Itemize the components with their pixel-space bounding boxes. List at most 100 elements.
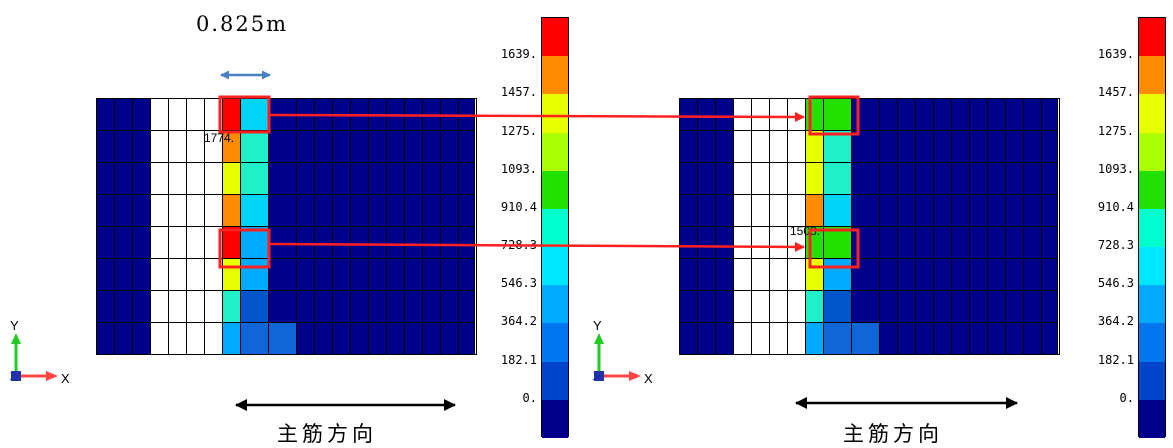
mesh-element xyxy=(369,323,387,355)
mesh-element xyxy=(97,99,115,131)
mesh-element xyxy=(752,163,770,195)
mesh-element xyxy=(698,195,716,227)
mesh-element xyxy=(934,163,952,195)
mesh-element xyxy=(1042,259,1058,291)
mesh-element xyxy=(680,323,698,355)
mesh-element xyxy=(934,131,952,163)
mesh-element xyxy=(734,227,752,259)
mesh-element xyxy=(806,131,824,163)
legend-color-band xyxy=(1139,170,1165,210)
mesh-element xyxy=(315,99,333,131)
mesh-element xyxy=(934,323,952,355)
mesh-element xyxy=(169,227,187,259)
mesh-element xyxy=(734,99,752,131)
mesh-element xyxy=(97,291,115,323)
mesh-element xyxy=(205,131,223,163)
mesh-element xyxy=(952,227,970,259)
mesh-element xyxy=(387,163,405,195)
mesh-element xyxy=(770,291,788,323)
mesh-element xyxy=(133,195,151,227)
mesh-element xyxy=(387,131,405,163)
mesh-element xyxy=(716,259,734,291)
legend-color-band xyxy=(542,132,568,172)
mesh-element xyxy=(698,291,716,323)
mesh-element xyxy=(423,131,441,163)
legend-color-band xyxy=(1139,56,1165,95)
mesh-element xyxy=(770,163,788,195)
legend-color-band xyxy=(542,208,568,248)
mesh-element xyxy=(423,291,441,323)
mesh-element xyxy=(269,195,297,227)
mesh-element xyxy=(187,131,205,163)
mesh-element xyxy=(187,323,205,355)
mesh-element xyxy=(115,227,133,259)
mesh-element xyxy=(698,131,716,163)
mesh-element xyxy=(752,323,770,355)
legend-tick-label: 546.3 xyxy=(500,276,537,291)
mesh-element xyxy=(115,323,133,355)
mesh-element xyxy=(806,259,824,291)
legend-tick-label: 0. xyxy=(522,390,537,405)
mesh-element xyxy=(824,195,852,227)
mesh-element xyxy=(970,227,988,259)
mesh-element xyxy=(387,323,405,355)
legend-tick-label: 910.4 xyxy=(1097,199,1134,214)
mesh-element xyxy=(806,291,824,323)
legend-color-band xyxy=(542,361,568,401)
mesh-element xyxy=(752,195,770,227)
mesh-element xyxy=(916,163,934,195)
mesh-element xyxy=(151,291,169,323)
mesh-element xyxy=(1006,131,1024,163)
axis-triad-left xyxy=(11,333,58,381)
mesh-element xyxy=(205,291,223,323)
mesh-element xyxy=(405,163,423,195)
legend-color-band xyxy=(1139,323,1165,363)
legend-color-band xyxy=(1139,399,1165,439)
axis-y-label-left: Y xyxy=(10,318,19,333)
mesh-element xyxy=(387,195,405,227)
mesh-element xyxy=(269,131,297,163)
mesh-element xyxy=(934,195,952,227)
mesh-element xyxy=(97,195,115,227)
mesh-element xyxy=(880,323,898,355)
mesh-element xyxy=(716,99,734,131)
mesh-element xyxy=(369,163,387,195)
mesh-element xyxy=(459,323,475,355)
mesh-element xyxy=(734,195,752,227)
mesh-element xyxy=(1006,227,1024,259)
legend-tick-label: 1275. xyxy=(500,123,537,138)
legend-color-band xyxy=(1139,18,1165,57)
legend-color-band xyxy=(542,247,568,286)
mesh-element xyxy=(788,99,806,131)
mesh-element xyxy=(1006,163,1024,195)
element-value-label-right: 1503. xyxy=(790,224,821,238)
mesh-element xyxy=(1006,195,1024,227)
mesh-element xyxy=(97,259,115,291)
mesh-element xyxy=(770,131,788,163)
mesh-element xyxy=(315,163,333,195)
mesh-element xyxy=(880,131,898,163)
mesh-element xyxy=(133,99,151,131)
mesh-element xyxy=(970,99,988,131)
mesh-element xyxy=(315,131,333,163)
legend-color-band xyxy=(1139,208,1165,248)
legend-color-band xyxy=(1139,94,1165,134)
mesh-element xyxy=(133,227,151,259)
mesh-element xyxy=(405,131,423,163)
legend-tick-label: 728.3 xyxy=(500,238,537,253)
mesh-element xyxy=(297,195,315,227)
contour-mesh-right xyxy=(680,99,1060,355)
mesh-element xyxy=(269,227,297,259)
mesh-element xyxy=(988,323,1006,355)
mesh-element xyxy=(351,323,369,355)
mesh-element xyxy=(852,259,880,291)
mesh-element xyxy=(852,323,880,355)
mesh-element xyxy=(241,131,269,163)
mesh-element xyxy=(916,227,934,259)
mesh-element xyxy=(115,195,133,227)
mesh-element xyxy=(133,163,151,195)
mesh-element xyxy=(734,291,752,323)
mesh-element xyxy=(880,163,898,195)
mesh-element xyxy=(1024,259,1042,291)
mesh-element xyxy=(806,323,824,355)
